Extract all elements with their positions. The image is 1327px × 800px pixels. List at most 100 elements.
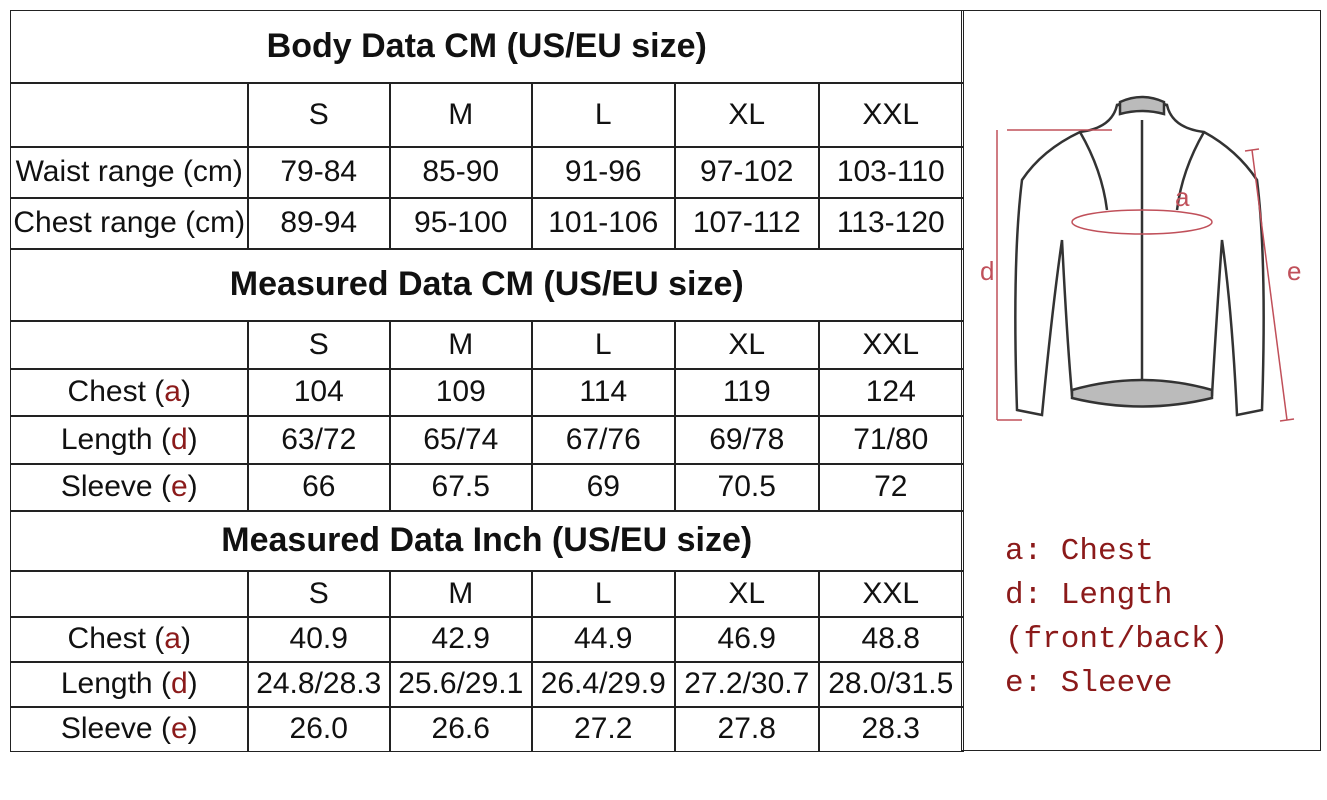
size-header: S bbox=[247, 82, 391, 148]
row-label: Chest (a) bbox=[10, 616, 249, 663]
value-cell: 113-120 bbox=[818, 197, 964, 250]
value-cell: 97-102 bbox=[674, 146, 820, 199]
size-header: M bbox=[389, 570, 533, 618]
value-cell: 28.0/31.5 bbox=[818, 661, 964, 708]
legend-line: d: Length bbox=[1005, 578, 1173, 613]
label-text: ) bbox=[187, 711, 198, 745]
value-cell: 69/78 bbox=[674, 415, 820, 465]
value-cell: 24.8/28.3 bbox=[247, 661, 391, 708]
label-key: a bbox=[164, 375, 181, 409]
label-text: Chest ( bbox=[67, 375, 165, 409]
value-cell: 26.0 bbox=[247, 706, 391, 752]
size-header: XXL bbox=[818, 320, 964, 370]
size-header: XXL bbox=[818, 82, 964, 148]
label-text: Sleeve ( bbox=[60, 711, 171, 745]
value-cell: 42.9 bbox=[389, 616, 533, 663]
value-cell: 26.4/29.9 bbox=[531, 661, 676, 708]
value-cell: 27.8 bbox=[674, 706, 820, 752]
section-title: Measured Data Inch (US/EU size) bbox=[10, 510, 964, 572]
value-cell: 72 bbox=[818, 463, 964, 512]
value-cell: 63/72 bbox=[247, 415, 391, 465]
header-blank bbox=[10, 82, 249, 148]
value-cell: 119 bbox=[674, 368, 820, 417]
size-header: XXL bbox=[818, 570, 964, 618]
value-cell: 104 bbox=[247, 368, 391, 417]
section-title: Body Data CM (US/EU size) bbox=[10, 10, 964, 84]
header-blank bbox=[10, 570, 249, 618]
jacket-outline bbox=[1014, 95, 1265, 417]
value-cell: 85-90 bbox=[389, 146, 533, 199]
label-key: a bbox=[164, 622, 181, 656]
value-cell: 27.2 bbox=[531, 706, 676, 752]
label-text: Length ( bbox=[60, 667, 171, 701]
value-cell: 107-112 bbox=[674, 197, 820, 250]
section-title: Measured Data CM (US/EU size) bbox=[10, 248, 964, 322]
label-key: e bbox=[170, 470, 188, 504]
label-text: ) bbox=[187, 667, 198, 701]
size-header: S bbox=[247, 320, 391, 370]
diagram-panel bbox=[961, 10, 1321, 751]
size-header: M bbox=[389, 320, 533, 370]
label-key: e bbox=[170, 711, 188, 745]
value-cell: 114 bbox=[531, 368, 676, 417]
row-label: Length (d) bbox=[10, 661, 249, 708]
size-header: XL bbox=[674, 570, 820, 618]
value-cell: 48.8 bbox=[818, 616, 964, 663]
label-text: ) bbox=[180, 622, 191, 656]
diagram-labels: a d e bbox=[980, 182, 1301, 286]
row-label: Waist range (cm) bbox=[10, 146, 249, 199]
label-e: e bbox=[1287, 256, 1301, 286]
value-cell: 91-96 bbox=[531, 146, 676, 199]
size-header: L bbox=[531, 570, 676, 618]
label-d: d bbox=[980, 256, 994, 286]
label-text: ) bbox=[180, 375, 191, 409]
label-text: Length ( bbox=[60, 422, 171, 456]
value-cell: 67/76 bbox=[531, 415, 676, 465]
row-label: Chest (a) bbox=[10, 368, 249, 417]
value-cell: 67.5 bbox=[389, 463, 533, 512]
label-a: a bbox=[1175, 182, 1190, 212]
value-cell: 26.6 bbox=[389, 706, 533, 752]
legend-line: (front/back) bbox=[1005, 622, 1229, 657]
row-label: Length (d) bbox=[10, 415, 249, 465]
value-cell: 109 bbox=[389, 368, 533, 417]
value-cell: 65/74 bbox=[389, 415, 533, 465]
label-text: ) bbox=[187, 422, 198, 456]
size-header: M bbox=[389, 82, 533, 148]
row-label: Sleeve (e) bbox=[10, 706, 249, 752]
size-header: S bbox=[247, 570, 391, 618]
legend-line: a: Chest bbox=[1005, 534, 1154, 569]
row-label: Sleeve (e) bbox=[10, 463, 249, 512]
value-cell: 95-100 bbox=[389, 197, 533, 250]
jacket-diagram: a d e bbox=[980, 95, 1301, 422]
value-cell: 25.6/29.1 bbox=[389, 661, 533, 708]
label-text: ) bbox=[187, 470, 198, 504]
value-cell: 66 bbox=[247, 463, 391, 512]
label-text: Chest range (cm) bbox=[13, 206, 246, 240]
label-key: d bbox=[170, 422, 188, 456]
size-header: XL bbox=[674, 320, 820, 370]
size-header: L bbox=[531, 82, 676, 148]
value-cell: 44.9 bbox=[531, 616, 676, 663]
value-cell: 70.5 bbox=[674, 463, 820, 512]
value-cell: 71/80 bbox=[818, 415, 964, 465]
value-cell: 103-110 bbox=[818, 146, 964, 199]
legend: a: Chest d: Length (front/back) e: Sleeve bbox=[1005, 530, 1228, 706]
value-cell: 28.3 bbox=[818, 706, 964, 752]
size-header: XL bbox=[674, 82, 820, 148]
label-text: Chest ( bbox=[67, 622, 165, 656]
value-cell: 69 bbox=[531, 463, 676, 512]
value-cell: 79-84 bbox=[247, 146, 391, 199]
value-cell: 46.9 bbox=[674, 616, 820, 663]
label-text: Sleeve ( bbox=[60, 470, 171, 504]
value-cell: 101-106 bbox=[531, 197, 676, 250]
size-header: L bbox=[531, 320, 676, 370]
value-cell: 124 bbox=[818, 368, 964, 417]
measure-lines bbox=[996, 129, 1295, 422]
header-blank bbox=[10, 320, 249, 370]
label-text: Waist range (cm) bbox=[15, 155, 243, 189]
row-label: Chest range (cm) bbox=[10, 197, 249, 250]
label-key: d bbox=[170, 667, 188, 701]
value-cell: 89-94 bbox=[247, 197, 391, 250]
